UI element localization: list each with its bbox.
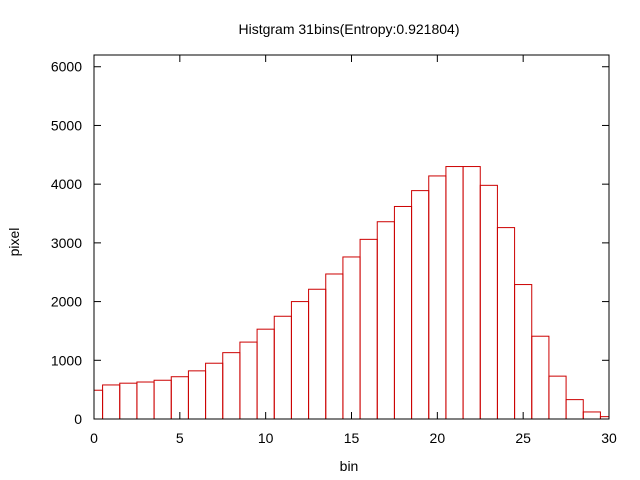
histogram-bar <box>290 301 310 420</box>
y-axis-title: pixel <box>6 228 22 257</box>
x-tick-label: 0 <box>90 430 98 446</box>
x-tick-label: 30 <box>601 430 617 446</box>
histogram-bar <box>325 273 344 420</box>
histogram-bar <box>359 238 378 420</box>
histogram-bar <box>479 184 498 420</box>
histogram-bar <box>376 221 395 420</box>
y-tick-label: 4000 <box>51 176 82 192</box>
histogram-bar <box>273 315 292 420</box>
x-tick-label: 20 <box>430 430 446 446</box>
x-tick-label: 25 <box>515 430 531 446</box>
y-tick-label: 2000 <box>51 294 82 310</box>
bars-layer <box>93 166 610 420</box>
y-tick-label: 3000 <box>51 235 82 251</box>
x-tick-label: 10 <box>258 430 274 446</box>
histogram-bar <box>93 389 104 420</box>
x-tick-label: 5 <box>176 430 184 446</box>
histogram-bar <box>411 190 430 420</box>
histogram-bar <box>222 352 241 420</box>
x-axis-title: bin <box>340 458 359 474</box>
histogram-bar <box>153 379 172 420</box>
histogram-bar <box>256 328 275 420</box>
histogram-bar <box>205 362 224 420</box>
histogram-bar <box>187 370 207 420</box>
histogram-bar <box>548 375 567 420</box>
histogram-bar <box>428 175 447 420</box>
plot-frame <box>93 54 610 420</box>
x-tick-label: 15 <box>344 430 360 446</box>
y-tick-label: 1000 <box>51 352 82 368</box>
histogram-bar <box>239 341 258 420</box>
y-tick-label: 0 <box>74 411 82 427</box>
histogram-bar <box>393 205 413 420</box>
histogram-bar <box>308 288 327 420</box>
histogram-bar <box>582 411 601 420</box>
y-tick-label: 6000 <box>51 59 82 75</box>
histogram-bar <box>462 166 481 420</box>
histogram-bar <box>496 227 516 420</box>
histogram-bar <box>565 399 584 420</box>
histogram-bar <box>119 382 138 420</box>
histogram-bar <box>102 384 121 420</box>
histogram-bar <box>514 284 533 420</box>
histogram-bar <box>531 335 550 420</box>
histogram-bar <box>136 381 155 420</box>
y-tick-label: 5000 <box>51 117 82 133</box>
histogram-bar <box>445 166 464 420</box>
chart-title: Histgram 31bins(Entropy:0.921804) <box>238 21 459 37</box>
histogram-bar <box>342 256 361 420</box>
